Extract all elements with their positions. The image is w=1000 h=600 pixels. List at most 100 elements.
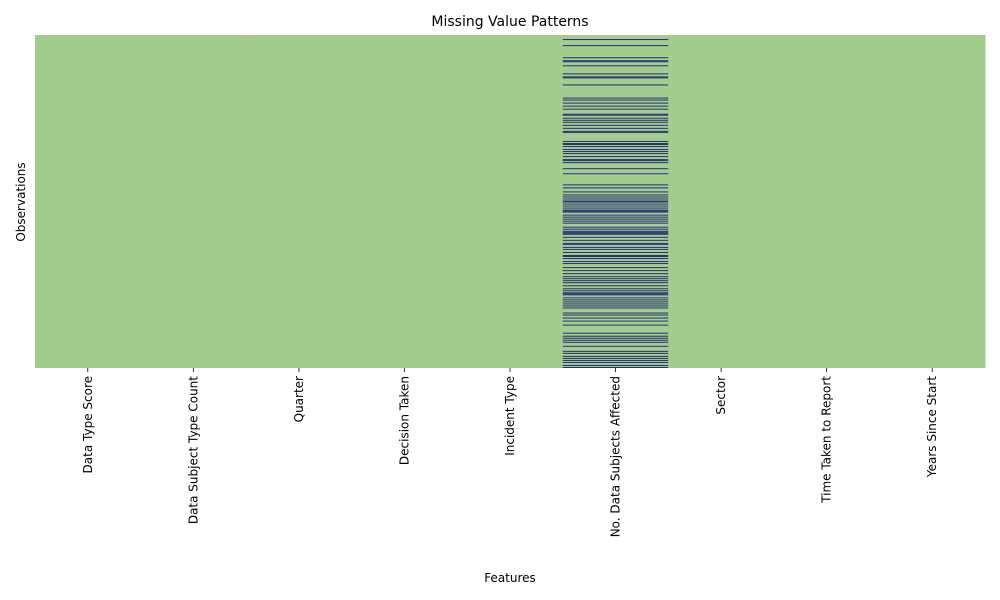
- heatmap-column-sector: [668, 35, 775, 368]
- missing-cell: [562, 61, 669, 63]
- missing-cell: [562, 73, 669, 75]
- missing-cell: [562, 153, 669, 155]
- missing-cell: [562, 201, 669, 203]
- missing-cell: [562, 233, 669, 235]
- missing-cell: [562, 332, 669, 334]
- missing-cell: [562, 301, 669, 303]
- x-tick-label: Incident Type: [503, 376, 517, 456]
- missing-cell: [562, 108, 669, 110]
- missing-cell: [562, 297, 669, 299]
- missing-cell: [562, 267, 669, 269]
- missing-cell: [562, 232, 669, 234]
- missing-cell: [562, 105, 669, 107]
- missing-cell: [562, 57, 669, 59]
- heatmap-column-years-since-start: [879, 35, 986, 368]
- missing-cell: [562, 209, 669, 211]
- missing-cell: [562, 258, 669, 260]
- missing-cell: [562, 317, 669, 319]
- missing-cell: [562, 270, 669, 272]
- missing-cell: [562, 196, 669, 198]
- missing-cell: [562, 278, 669, 280]
- missing-cell: [562, 131, 669, 133]
- missing-cell: [562, 299, 669, 301]
- x-axis-label: Features: [484, 571, 536, 585]
- missing-cell: [562, 60, 669, 62]
- missing-cell: [562, 218, 669, 220]
- missing-cell: [562, 200, 669, 202]
- missing-cell: [562, 162, 669, 164]
- missing-cell: [562, 191, 669, 193]
- x-tick-label: Years Since Start: [925, 376, 939, 478]
- missing-cell: [562, 263, 669, 265]
- missing-cell: [562, 216, 669, 218]
- missing-cell: [562, 352, 669, 354]
- missing-cell: [562, 220, 669, 222]
- missing-cell: [562, 117, 669, 119]
- missing-cell: [562, 99, 669, 101]
- missing-cell: [562, 39, 669, 41]
- missing-cell: [562, 210, 669, 212]
- chart-title: Missing Value Patterns: [431, 14, 588, 30]
- missing-cell: [562, 140, 669, 142]
- missing-cell: [562, 151, 669, 153]
- missing-cell: [562, 160, 669, 162]
- missing-cell: [562, 303, 669, 305]
- missing-cell: [562, 156, 669, 158]
- missing-cell: [562, 168, 669, 170]
- x-tick-label: No. Data Subjects Affected: [609, 376, 623, 537]
- heatmap-grid: [35, 35, 986, 368]
- missing-cell: [562, 113, 669, 115]
- missing-cell: [562, 341, 669, 343]
- missing-cell: [562, 276, 669, 278]
- x-tick-label: Decision Taken: [397, 376, 411, 465]
- missing-cell: [562, 290, 669, 292]
- missing-cell: [562, 288, 669, 290]
- missing-cell: [562, 205, 669, 207]
- missing-cell: [562, 119, 669, 121]
- missing-cell: [562, 226, 669, 228]
- missing-cell: [562, 359, 669, 361]
- missing-cell: [562, 230, 669, 232]
- missing-cell: [562, 222, 669, 224]
- heatmap-column-incident-type: [457, 35, 564, 368]
- missing-cell: [562, 312, 669, 314]
- missing-cell: [562, 114, 669, 116]
- missing-cell: [562, 207, 669, 209]
- missing-cell: [562, 198, 669, 200]
- heatmap-column-data-type-score: [35, 35, 142, 368]
- missing-cell: [562, 366, 669, 368]
- missing-cell: [562, 231, 669, 233]
- missing-cell: [562, 337, 669, 339]
- missing-cell: [562, 236, 669, 238]
- missing-cell: [562, 127, 669, 129]
- missing-cell: [562, 324, 669, 326]
- missing-cell: [562, 251, 669, 253]
- x-tick-label: Data Type Score: [81, 376, 95, 473]
- missing-cell: [562, 314, 669, 316]
- missing-cell: [562, 364, 669, 366]
- missing-cell: [562, 84, 669, 86]
- missing-cell: [562, 292, 669, 294]
- missing-cell: [562, 143, 669, 145]
- missing-cell: [562, 187, 669, 189]
- missing-cell: [562, 203, 669, 205]
- missing-cell: [562, 254, 669, 256]
- missing-cell: [562, 294, 669, 296]
- missing-cell: [562, 239, 669, 241]
- missing-cell: [562, 261, 669, 263]
- missing-cell: [562, 76, 669, 78]
- missing-cell: [562, 142, 669, 144]
- missing-cell: [562, 282, 669, 284]
- missing-cell: [562, 45, 669, 47]
- missing-cell: [562, 350, 669, 352]
- y-axis-label: Observations: [14, 162, 28, 241]
- missing-cell: [562, 184, 669, 186]
- missing-cell: [562, 211, 669, 213]
- missing-cell: [562, 293, 669, 295]
- missing-cell: [562, 77, 669, 79]
- x-tick-label: Time Taken to Report: [820, 376, 834, 504]
- missing-cell: [562, 361, 669, 363]
- x-tick-label: Quarter: [292, 376, 306, 422]
- missing-cell: [562, 130, 669, 132]
